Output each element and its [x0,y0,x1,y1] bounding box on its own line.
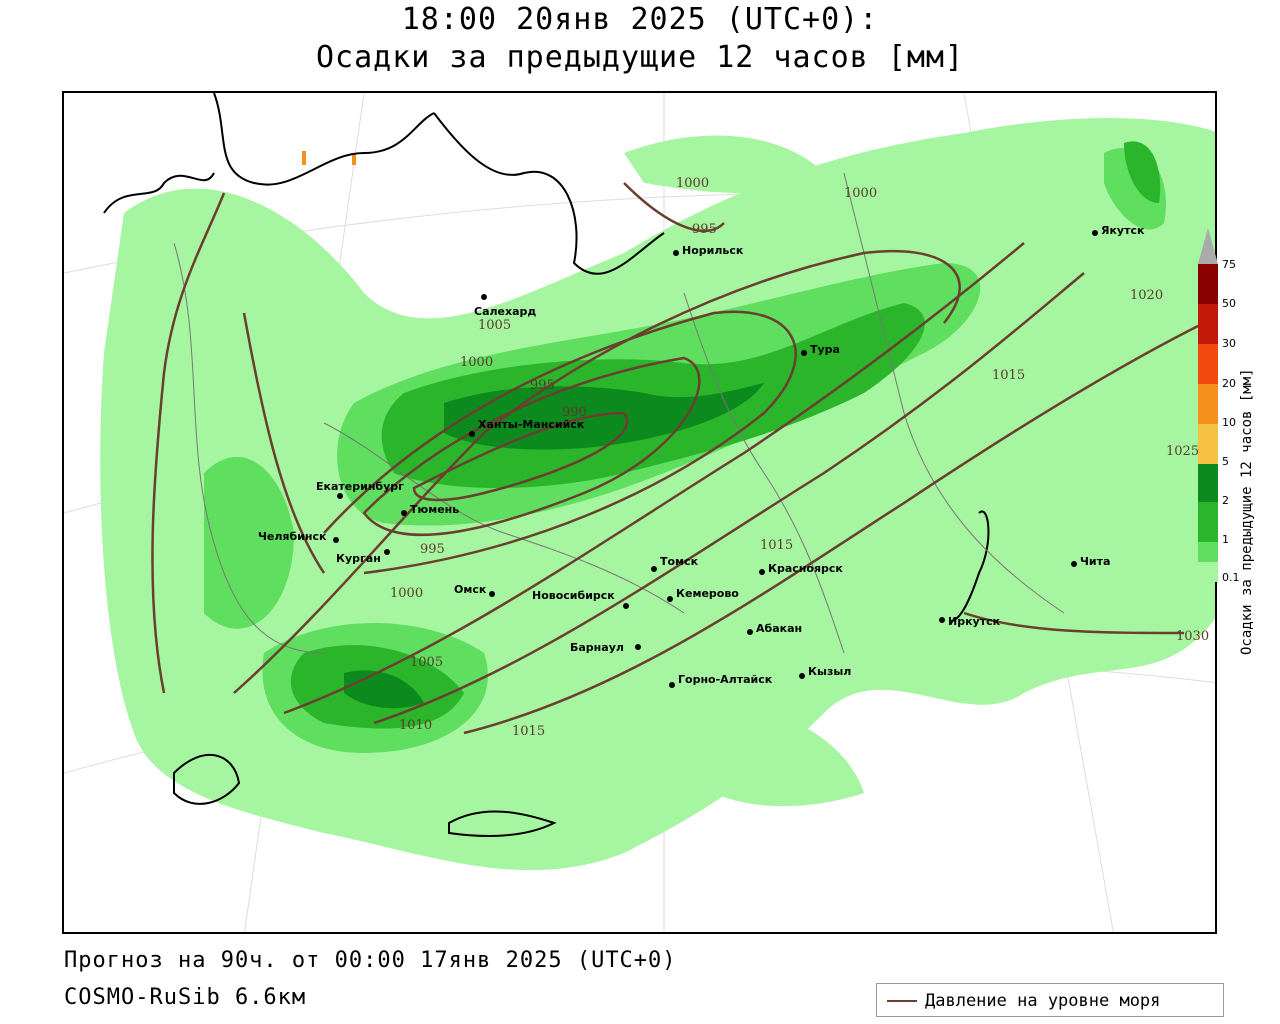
city-label: Кызыл [808,665,851,678]
city-label: Екатеринбург [316,480,404,493]
isobar-label: 1010 [399,718,432,733]
colorbar-tick: 75 [1222,258,1236,271]
city-marker [939,617,945,623]
isobar-label: 995 [692,222,717,237]
colorbar-tick: 50 [1222,297,1236,310]
city-label: Ханты-Мансийск [478,418,585,431]
cities: Якутск Норильск Салехард Тура Ханты-Манс… [258,224,1145,688]
city-marker [469,431,475,437]
city-marker [401,510,407,516]
city-label: Курган [336,552,381,565]
isobar-label: 1020 [1130,288,1163,303]
colorbar-overflow-arrow [1198,228,1218,264]
city-marker [801,350,807,356]
city-marker [623,603,629,609]
city-label: Иркутск [948,615,1001,628]
isobars [151,182,1205,735]
admin-borders [173,172,1065,654]
city-label: Абакан [756,622,802,635]
city-label: Горно-Алтайск [678,673,773,686]
city-marker [669,682,675,688]
city-label: Чита [1080,555,1110,568]
colorbar-band [1198,562,1218,582]
city-label: Новосибирск [532,589,615,602]
precipitation-map: 1000 1000 995 1005 1000 995 990 995 1000… [62,91,1217,934]
forecast-info: Прогноз на 90ч. от 00:00 17янв 2025 (UTC… [64,948,677,973]
isobar-legend: Давление на уровне моря [876,983,1224,1017]
colorbar-band [1198,384,1218,423]
city-label: Якутск [1101,224,1145,237]
isobar-label: 990 [562,405,587,420]
colorbar-tick: 5 [1222,455,1229,468]
city-label: Томск [660,555,699,568]
isobar-label: 1005 [410,655,443,670]
model-name: COSMO-RuSib 6.6км [64,985,307,1010]
city-marker [1071,561,1077,567]
city-marker [384,549,390,555]
colorbar-tick: 30 [1222,337,1236,350]
isobar-labels: 1000 1000 995 1005 1000 995 990 995 1000… [390,176,1209,739]
city-label: Кемерово [676,587,739,600]
colorbar-tick: 2 [1222,494,1229,507]
city-marker [333,537,339,543]
city-marker [799,673,805,679]
city-label: Салехард [474,305,536,318]
map-title-time: 18:00 20янв 2025 (UTC+0): [401,2,879,37]
isobar-label: 1015 [760,538,793,553]
isobar-label: 995 [420,542,445,557]
colorbar-tick: 0.1 [1222,571,1240,584]
isobar-label: 1015 [512,724,545,739]
city-marker [337,493,343,499]
colorbar-tick: 1 [1222,533,1229,546]
city-marker [481,294,487,300]
isobar-label: 1030 [1176,629,1209,644]
colorbar-tick: 10 [1222,416,1236,429]
isobar-label: 995 [530,378,555,393]
colorbar-band [1198,344,1218,384]
city-label: Челябинск [258,530,327,543]
colorbar-band [1198,424,1218,464]
colorbar-tick: 20 [1222,377,1236,390]
city-label: Тюмень [410,503,459,516]
isobar-legend-line [887,1000,917,1002]
colorbar-band [1198,304,1218,344]
city-label: Тура [810,343,840,356]
isobar-label: 1000 [390,586,423,601]
map-title-variable: Осадки за предыдущие 12 часов [мм] [315,40,965,75]
isobar-label: 1000 [460,355,493,370]
city-marker [651,566,657,572]
isobar-label: 1025 [1166,444,1199,459]
city-marker [673,250,679,256]
colorbar-band [1198,542,1218,562]
city-label: Норильск [682,244,744,257]
precip-spots-orange [302,151,356,165]
colorbar-band [1198,464,1218,502]
precip-colorbar [1198,228,1218,582]
isobar-label: 1005 [478,318,511,333]
city-label: Омск [454,583,487,596]
city-marker [1092,230,1098,236]
city-label: Барнаул [570,641,624,654]
isobar-legend-label: Давление на уровне моря [925,991,1161,1011]
colorbar-band [1198,264,1218,304]
coastlines [103,93,990,837]
city-marker [747,629,753,635]
city-marker [667,596,673,602]
isobar-label: 1000 [676,176,709,191]
city-marker [759,569,765,575]
colorbar-band [1198,502,1218,542]
isobar-label: 1015 [992,368,1025,383]
map-canvas: 1000 1000 995 1005 1000 995 990 995 1000… [64,93,1215,932]
isobar-label: 1000 [844,186,877,201]
colorbar-title: Осадки за предыдущие 12 часов [мм] [1239,368,1255,655]
city-label: Красноярск [768,562,843,575]
city-marker [489,591,495,597]
city-marker [635,644,641,650]
